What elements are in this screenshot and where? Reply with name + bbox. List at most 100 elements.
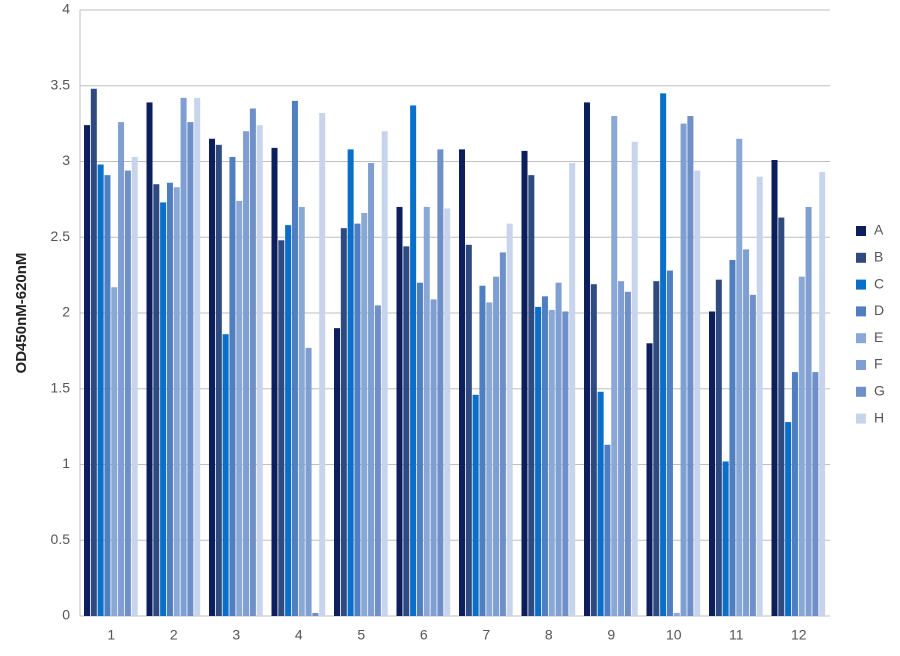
legend-label: F (874, 356, 883, 372)
bar (479, 285, 486, 616)
bar (111, 287, 118, 616)
bar (249, 108, 256, 616)
x-tick-label: 11 (729, 627, 744, 643)
x-tick-label: 5 (357, 627, 365, 643)
bar (819, 172, 826, 617)
bar (535, 306, 542, 616)
legend-swatch (856, 333, 866, 344)
x-tick-label: 6 (420, 627, 428, 643)
bar (791, 372, 798, 616)
x-tick-label: 12 (791, 627, 807, 643)
bar (729, 259, 736, 616)
bar (374, 305, 381, 616)
bar (569, 163, 576, 616)
bar (222, 334, 229, 616)
bar (97, 164, 104, 616)
bar (597, 391, 604, 616)
y-axis-label: OD450nM-620nM (13, 253, 30, 374)
legend-swatch (856, 279, 866, 290)
bar (347, 149, 354, 616)
bar (743, 249, 750, 616)
bar (124, 170, 131, 616)
x-tick-label: 8 (545, 627, 553, 643)
bar (778, 217, 785, 616)
bar (430, 299, 437, 616)
bar (465, 244, 472, 616)
bar (756, 176, 763, 616)
bar (528, 175, 535, 616)
bar (590, 284, 597, 616)
bar (187, 122, 194, 617)
bar (653, 281, 660, 616)
bar (493, 276, 500, 616)
bar (715, 279, 722, 616)
bar (403, 246, 410, 616)
bar (631, 141, 638, 616)
bar (472, 394, 479, 616)
bar (506, 223, 513, 617)
bar (660, 93, 667, 616)
legend-label: B (874, 249, 883, 265)
bar (396, 206, 403, 616)
bar (334, 328, 341, 616)
legend-swatch (856, 360, 866, 370)
legend-swatch (856, 252, 866, 263)
bar (416, 282, 423, 616)
x-tick-label: 4 (295, 627, 303, 643)
bar (541, 296, 548, 616)
bar (646, 343, 653, 616)
x-tick-label: 7 (482, 627, 490, 643)
x-tick-label: 1 (107, 627, 115, 643)
bar (437, 149, 444, 616)
bar (584, 102, 591, 617)
y-tick-label: 4 (62, 1, 70, 17)
bar (361, 213, 368, 616)
bar (666, 270, 673, 616)
bar (271, 147, 278, 617)
bar (209, 138, 216, 616)
bar (285, 225, 292, 616)
bar (90, 88, 97, 616)
y-tick-label: 0 (62, 607, 70, 623)
bar (687, 116, 694, 617)
bar (180, 97, 187, 617)
bar (319, 113, 326, 617)
y-tick-label: 0.5 (51, 531, 71, 547)
bar (611, 116, 618, 617)
bar (256, 125, 263, 616)
bar (785, 422, 792, 616)
bar (153, 184, 160, 616)
x-tick-label: 3 (232, 627, 240, 643)
y-tick-label: 3.5 (51, 76, 71, 92)
y-tick-label: 2 (62, 304, 70, 320)
x-tick-label: 9 (607, 627, 615, 643)
bar (624, 291, 631, 616)
bar (236, 200, 243, 616)
bar (459, 149, 466, 616)
bar (118, 122, 125, 617)
bar (722, 461, 729, 616)
legend-swatch (856, 413, 866, 424)
legend-label: C (874, 275, 884, 291)
bar (131, 156, 138, 616)
bar (104, 175, 111, 616)
legend-swatch (856, 306, 866, 317)
bar (340, 228, 347, 616)
legend-label: D (874, 302, 884, 318)
bar (243, 131, 250, 616)
legend-label: E (874, 329, 883, 345)
bar (680, 123, 687, 616)
bar (291, 100, 298, 616)
x-tick-label: 10 (666, 627, 682, 643)
bar (771, 159, 778, 617)
bar (812, 372, 819, 616)
bar (160, 202, 167, 616)
bar (694, 170, 701, 616)
bar (305, 347, 312, 616)
bar (486, 302, 493, 616)
y-tick-label: 1.5 (51, 379, 71, 395)
legend-label: H (874, 409, 884, 425)
bar (166, 182, 173, 616)
bar (444, 208, 451, 616)
